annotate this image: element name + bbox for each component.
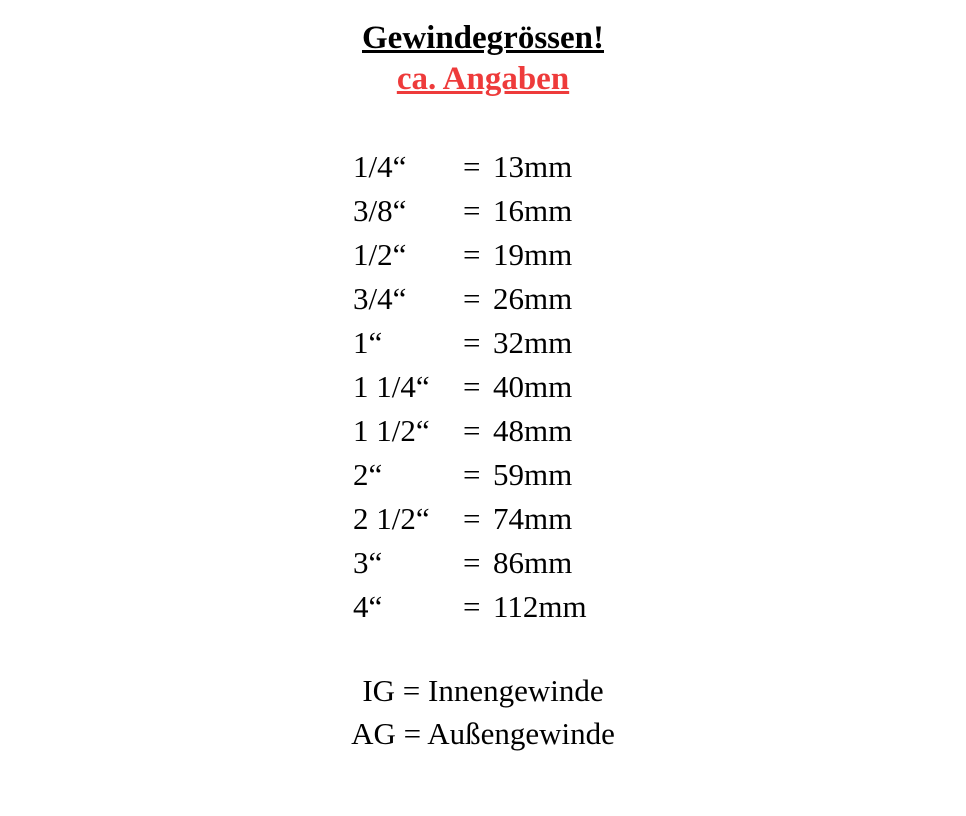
size-row: 1“ = 32mm bbox=[353, 321, 613, 365]
size-equals: = bbox=[463, 321, 493, 365]
size-label: 2“ bbox=[353, 453, 463, 497]
legend-row: IG = Innengewinde bbox=[362, 669, 603, 712]
size-label: 1“ bbox=[353, 321, 463, 365]
size-value: 112mm bbox=[493, 585, 613, 629]
size-label: 4“ bbox=[353, 585, 463, 629]
size-label: 3“ bbox=[353, 541, 463, 585]
size-row: 2 1/2“ = 74mm bbox=[353, 497, 613, 541]
size-label: 1 1/4“ bbox=[353, 365, 463, 409]
page-subtitle: ca. Angaben bbox=[397, 59, 569, 100]
size-equals: = bbox=[463, 145, 493, 189]
size-value: 74mm bbox=[493, 497, 613, 541]
size-equals: = bbox=[463, 233, 493, 277]
size-value: 26mm bbox=[493, 277, 613, 321]
size-equals: = bbox=[463, 277, 493, 321]
size-equals: = bbox=[463, 365, 493, 409]
size-value: 32mm bbox=[493, 321, 613, 365]
size-row: 3“ = 86mm bbox=[353, 541, 613, 585]
size-value: 19mm bbox=[493, 233, 613, 277]
size-value: 40mm bbox=[493, 365, 613, 409]
size-row: 4“ = 112mm bbox=[353, 585, 613, 629]
size-equals: = bbox=[463, 497, 493, 541]
legend: IG = Innengewinde AG = Außengewinde bbox=[351, 669, 615, 756]
size-row: 1/4“ = 13mm bbox=[353, 145, 613, 189]
size-label: 1/2“ bbox=[353, 233, 463, 277]
size-row: 1 1/2“ = 48mm bbox=[353, 409, 613, 453]
size-equals: = bbox=[463, 409, 493, 453]
legend-row: AG = Außengewinde bbox=[351, 712, 615, 755]
size-label: 3/8“ bbox=[353, 189, 463, 233]
size-equals: = bbox=[463, 585, 493, 629]
size-label: 1/4“ bbox=[353, 145, 463, 189]
size-value: 13mm bbox=[493, 145, 613, 189]
size-equals: = bbox=[463, 189, 493, 233]
size-label: 2 1/2“ bbox=[353, 497, 463, 541]
size-label: 3/4“ bbox=[353, 277, 463, 321]
size-equals: = bbox=[463, 453, 493, 497]
size-row: 1/2“ = 19mm bbox=[353, 233, 613, 277]
size-row: 3/8“ = 16mm bbox=[353, 189, 613, 233]
size-value: 59mm bbox=[493, 453, 613, 497]
sizes-list: 1/4“ = 13mm 3/8“ = 16mm 1/2“ = 19mm 3/4“… bbox=[353, 145, 613, 629]
size-equals: = bbox=[463, 541, 493, 585]
size-label: 1 1/2“ bbox=[353, 409, 463, 453]
size-row: 1 1/4“ = 40mm bbox=[353, 365, 613, 409]
size-value: 86mm bbox=[493, 541, 613, 585]
size-value: 48mm bbox=[493, 409, 613, 453]
page-title: Gewindegrössen! bbox=[362, 18, 604, 59]
size-row: 2“ = 59mm bbox=[353, 453, 613, 497]
size-row: 3/4“ = 26mm bbox=[353, 277, 613, 321]
size-value: 16mm bbox=[493, 189, 613, 233]
